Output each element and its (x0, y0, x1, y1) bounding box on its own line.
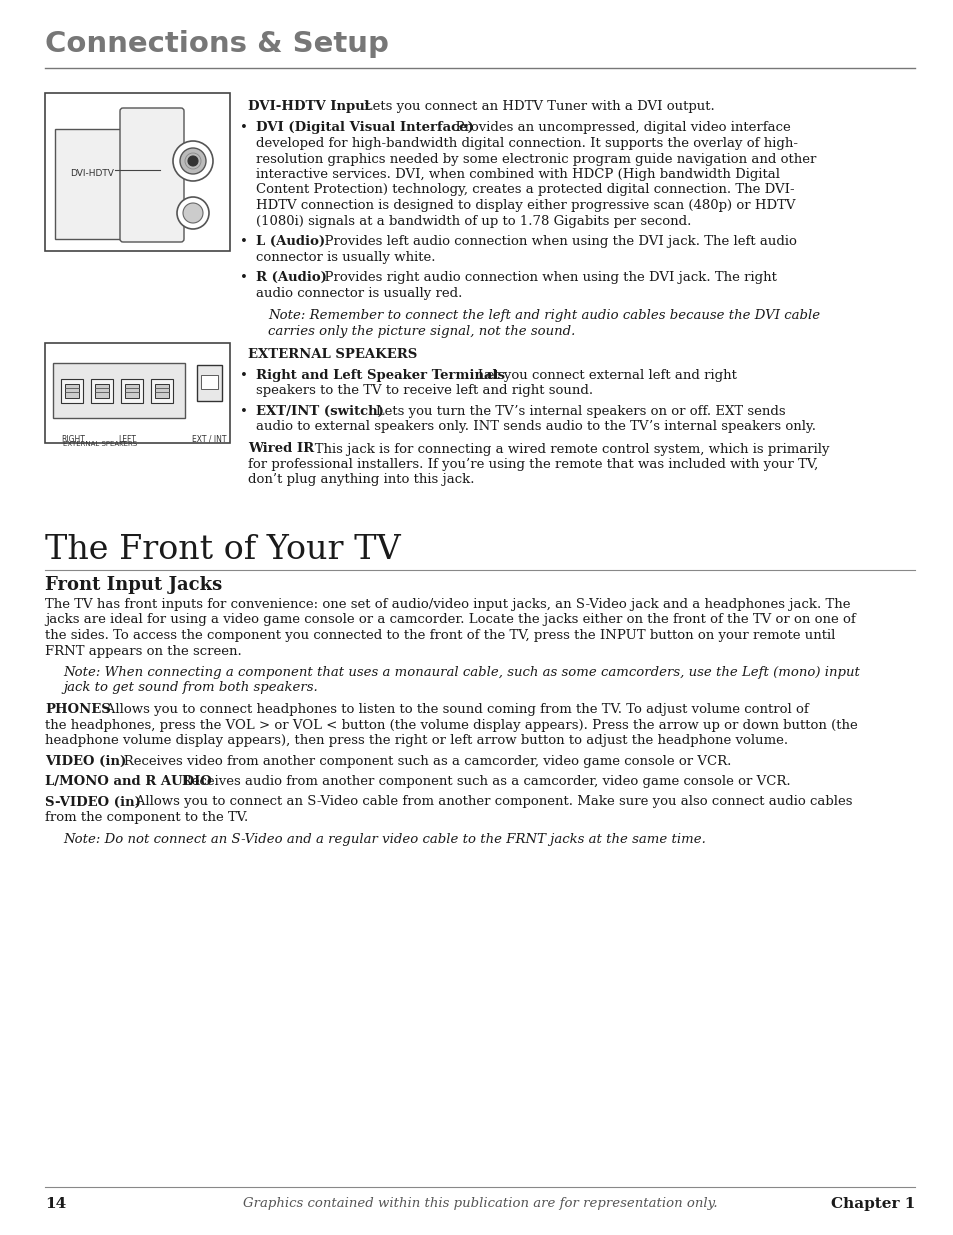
Bar (65, 384, 79, 398)
Text: the headphones, press the VOL > or VOL < button (the volume display appears). Pr: the headphones, press the VOL > or VOL <… (45, 719, 857, 731)
Text: Chapter 1: Chapter 1 (830, 1197, 914, 1212)
Text: carries only the picture signal, not the sound.: carries only the picture signal, not the… (268, 325, 575, 337)
Text: Lets you connect an HDTV Tuner with a DVI output.: Lets you connect an HDTV Tuner with a DV… (351, 100, 714, 112)
Circle shape (177, 198, 209, 228)
FancyBboxPatch shape (120, 107, 184, 242)
Text: Provides left audio connection when using the DVI jack. The left audio: Provides left audio connection when usin… (315, 235, 796, 248)
Text: Connections & Setup: Connections & Setup (45, 30, 389, 58)
Text: VIDEO (in): VIDEO (in) (45, 755, 126, 767)
Bar (121, 378, 143, 403)
Bar (45, 93, 230, 251)
Text: Lets you turn the TV’s internal speakers on or off. EXT sends: Lets you turn the TV’s internal speakers… (363, 405, 785, 417)
Text: EXT / INT: EXT / INT (192, 435, 226, 445)
Text: jack to get sound from both speakers.: jack to get sound from both speakers. (63, 682, 317, 694)
Text: interactive services. DVI, when combined with HDCP (High bandwidth Digital: interactive services. DVI, when combined… (255, 168, 780, 182)
Bar (201, 375, 218, 389)
Text: Note: Do not connect an S-Video and a regular video cable to the FRNT jacks at t: Note: Do not connect an S-Video and a re… (63, 832, 705, 846)
Text: the sides. To access the component you connected to the front of the TV, press t: the sides. To access the component you c… (45, 629, 835, 642)
Bar (151, 378, 172, 403)
Bar (154, 384, 169, 398)
Text: developed for high-bandwidth digital connection. It supports the overlay of high: developed for high-bandwidth digital con… (255, 137, 797, 149)
Text: Allows you to connect an S-Video cable from another component. Make sure you als: Allows you to connect an S-Video cable f… (123, 795, 852, 809)
Text: Content Protection) technology, creates a protected digital connection. The DVI-: Content Protection) technology, creates … (255, 184, 794, 196)
Circle shape (172, 141, 213, 182)
Text: •: • (240, 121, 248, 135)
Text: EXTERNAL SPEAKERS: EXTERNAL SPEAKERS (63, 441, 137, 447)
Text: Allows you to connect headphones to listen to the sound coming from the TV. To a: Allows you to connect headphones to list… (92, 703, 808, 716)
Text: speakers to the TV to receive left and right sound.: speakers to the TV to receive left and r… (255, 384, 593, 396)
Text: resolution graphics needed by some electronic program guide navigation and other: resolution graphics needed by some elect… (255, 152, 816, 165)
Bar (61, 378, 83, 403)
Text: Front Input Jacks: Front Input Jacks (45, 576, 222, 594)
Text: L (Audio): L (Audio) (255, 235, 325, 248)
Text: jacks are ideal for using a video game console or a camcorder. Locate the jacks : jacks are ideal for using a video game c… (45, 614, 855, 626)
Text: •: • (240, 405, 248, 417)
Bar (91, 378, 112, 403)
Text: RIGHT: RIGHT (61, 435, 85, 445)
Text: •: • (240, 368, 248, 382)
Text: (1080i) signals at a bandwidth of up to 1.78 Gigabits per second.: (1080i) signals at a bandwidth of up to … (255, 215, 691, 227)
Text: FRNT appears on the screen.: FRNT appears on the screen. (45, 645, 241, 657)
Text: don’t plug anything into this jack.: don’t plug anything into this jack. (248, 473, 474, 487)
Text: DVI-HDTV: DVI-HDTV (70, 169, 113, 179)
Bar (53, 363, 185, 417)
Text: L/MONO and R AUDIO: L/MONO and R AUDIO (45, 776, 212, 788)
Text: HDTV connection is designed to display either progressive scan (480p) or HDTV: HDTV connection is designed to display e… (255, 199, 795, 212)
Bar (196, 366, 222, 401)
Circle shape (180, 148, 206, 174)
Text: The Front of Your TV: The Front of Your TV (45, 534, 400, 566)
Text: audio connector is usually red.: audio connector is usually red. (255, 287, 462, 300)
Bar (95, 384, 109, 398)
Text: connector is usually white.: connector is usually white. (255, 251, 435, 263)
Bar (125, 384, 139, 398)
Text: Provides right audio connection when using the DVI jack. The right: Provides right audio connection when usi… (315, 270, 776, 284)
Text: 14: 14 (45, 1197, 66, 1212)
Bar (45, 343, 230, 443)
Text: Note: Remember to connect the left and right audio cables because the DVI cable: Note: Remember to connect the left and r… (268, 309, 820, 322)
Text: PHONES: PHONES (45, 703, 111, 716)
Text: DVI (Digital Visual Interface): DVI (Digital Visual Interface) (255, 121, 474, 135)
Text: headphone volume display appears), then press the right or left arrow button to : headphone volume display appears), then … (45, 734, 787, 747)
Text: from the component to the TV.: from the component to the TV. (45, 811, 248, 824)
Text: Note: When connecting a component that uses a monaural cable, such as some camco: Note: When connecting a component that u… (63, 666, 859, 679)
Text: for professional installers. If you’re using the remote that was included with y: for professional installers. If you’re u… (248, 458, 818, 471)
Circle shape (183, 203, 203, 224)
Text: audio to external speakers only. INT sends audio to the TV’s internal speakers o: audio to external speakers only. INT sen… (255, 420, 815, 433)
Text: Graphics contained within this publication are for representation only.: Graphics contained within this publicati… (242, 1197, 717, 1210)
Text: L: L (190, 143, 195, 153)
Text: Right and Left Speaker Terminals: Right and Left Speaker Terminals (255, 368, 504, 382)
Text: S-VIDEO (in): S-VIDEO (in) (45, 795, 141, 809)
Text: This jack is for connecting a wired remote control system, which is primarily: This jack is for connecting a wired remo… (302, 442, 828, 456)
Text: R: R (190, 201, 196, 211)
Circle shape (188, 156, 198, 165)
Text: •: • (240, 270, 248, 284)
Text: LEFT: LEFT (118, 435, 135, 445)
Text: Receives video from another component such as a camcorder, video game console or: Receives video from another component su… (111, 755, 731, 767)
Text: Let you connect external left and right: Let you connect external left and right (464, 368, 736, 382)
Text: EXT/INT (switch): EXT/INT (switch) (255, 405, 383, 417)
Text: •: • (240, 235, 248, 248)
Text: R (Audio): R (Audio) (255, 270, 327, 284)
Text: DVI-HDTV Input: DVI-HDTV Input (248, 100, 371, 112)
Text: EXTERNAL SPEAKERS: EXTERNAL SPEAKERS (248, 348, 416, 361)
Bar (55, 128, 150, 240)
Text: Provides an uncompressed, digital video interface: Provides an uncompressed, digital video … (447, 121, 790, 135)
Text: The TV has front inputs for convenience: one set of audio/video input jacks, an : The TV has front inputs for convenience:… (45, 598, 850, 611)
Text: Wired IR: Wired IR (248, 442, 314, 456)
Text: Receives audio from another component such as a camcorder, video game console or: Receives audio from another component su… (169, 776, 790, 788)
